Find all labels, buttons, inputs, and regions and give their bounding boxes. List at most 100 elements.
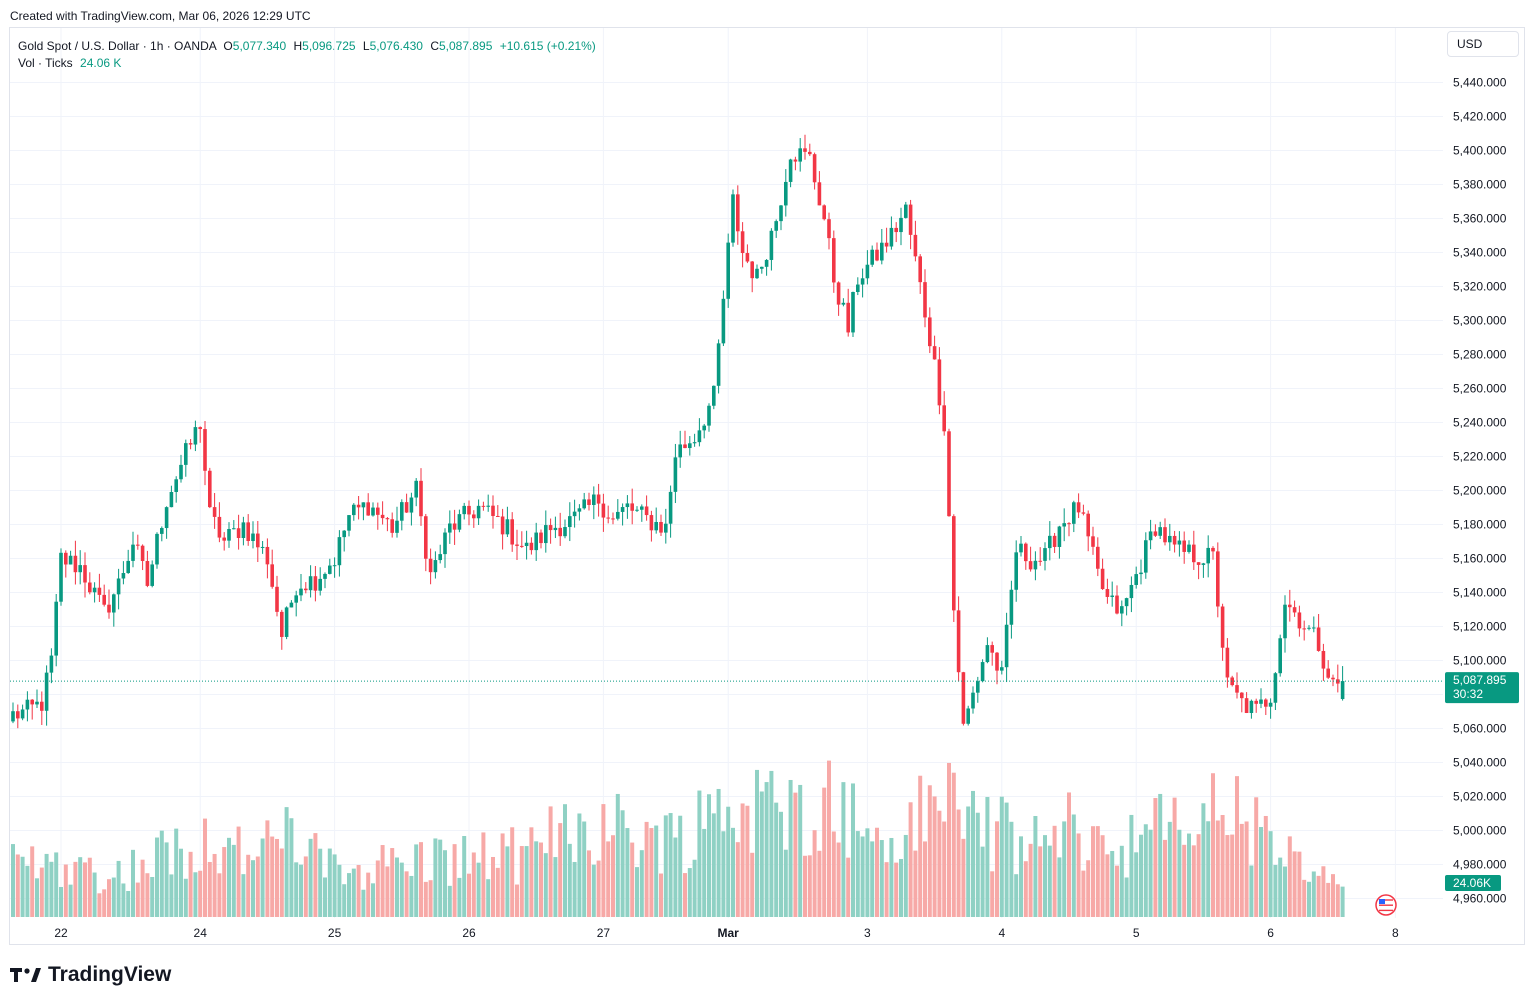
candle[interactable] — [836, 281, 841, 316]
candle[interactable] — [1120, 600, 1124, 627]
candle[interactable] — [558, 512, 562, 546]
candle[interactable] — [563, 519, 567, 539]
us-flag-event-icon[interactable] — [1375, 894, 1397, 916]
candle[interactable] — [587, 492, 591, 511]
candle[interactable] — [64, 550, 68, 578]
candle[interactable] — [1100, 558, 1105, 590]
candle[interactable] — [779, 205, 783, 231]
candle[interactable] — [414, 478, 418, 507]
candle[interactable] — [985, 637, 990, 664]
candle[interactable] — [452, 509, 457, 545]
candle[interactable] — [577, 504, 582, 521]
candle[interactable] — [160, 526, 164, 542]
candle[interactable] — [1014, 540, 1018, 602]
candle[interactable] — [1177, 531, 1182, 557]
candle[interactable] — [366, 493, 370, 516]
candle[interactable] — [486, 494, 490, 512]
candle[interactable] — [1321, 643, 1326, 681]
candle[interactable] — [260, 541, 265, 554]
candle[interactable] — [284, 606, 289, 640]
candle[interactable] — [112, 593, 116, 627]
candle[interactable] — [1033, 551, 1038, 581]
candle[interactable] — [1340, 666, 1345, 701]
candle[interactable] — [865, 250, 870, 285]
candle[interactable] — [678, 430, 682, 468]
candle[interactable] — [1196, 562, 1201, 580]
candle[interactable] — [1038, 547, 1042, 566]
candle[interactable] — [707, 403, 711, 432]
candle[interactable] — [1297, 605, 1302, 637]
candle[interactable] — [611, 512, 615, 525]
candle[interactable] — [1172, 530, 1177, 553]
candle[interactable] — [232, 520, 236, 530]
candle[interactable] — [976, 676, 980, 703]
candle[interactable] — [1048, 521, 1052, 561]
candle[interactable] — [107, 589, 111, 619]
candle[interactable] — [40, 691, 44, 726]
candle[interactable] — [568, 502, 572, 542]
candle[interactable] — [1230, 675, 1234, 687]
candle[interactable] — [280, 609, 284, 650]
candle[interactable] — [1220, 603, 1225, 661]
candle[interactable] — [380, 501, 385, 525]
candle[interactable] — [136, 534, 140, 550]
candle[interactable] — [376, 502, 380, 530]
candle[interactable] — [1129, 576, 1134, 613]
candle[interactable] — [25, 691, 30, 722]
candle[interactable] — [736, 185, 740, 245]
candle[interactable] — [673, 443, 678, 504]
candle[interactable] — [952, 514, 956, 622]
candle[interactable] — [457, 509, 462, 533]
candle[interactable] — [169, 485, 174, 508]
candle[interactable] — [1168, 523, 1172, 551]
candle[interactable] — [1278, 634, 1282, 677]
candle[interactable] — [342, 530, 346, 552]
candle[interactable] — [443, 528, 447, 568]
candle[interactable] — [1115, 585, 1119, 615]
candle[interactable] — [472, 510, 476, 528]
candle[interactable] — [116, 568, 121, 610]
candle[interactable] — [256, 520, 260, 563]
candle[interactable] — [947, 428, 951, 517]
candle[interactable] — [251, 521, 255, 549]
candle[interactable] — [616, 499, 620, 521]
candle[interactable] — [740, 222, 745, 268]
candle[interactable] — [683, 430, 687, 449]
candle[interactable] — [78, 550, 82, 585]
candle[interactable] — [337, 530, 342, 577]
candle[interactable] — [16, 704, 20, 729]
candle[interactable] — [793, 156, 798, 171]
candle[interactable] — [1004, 612, 1009, 683]
candle[interactable] — [899, 207, 903, 246]
candle[interactable] — [841, 298, 846, 307]
candle[interactable] — [572, 499, 577, 528]
candle[interactable] — [1216, 542, 1220, 618]
candle[interactable] — [323, 572, 327, 589]
candle[interactable] — [73, 540, 78, 585]
candle[interactable] — [875, 242, 879, 262]
candle[interactable] — [932, 335, 937, 360]
candle[interactable] — [1336, 664, 1340, 693]
candle[interactable] — [304, 582, 308, 594]
candle[interactable] — [1264, 698, 1268, 716]
candle[interactable] — [918, 254, 922, 294]
candle[interactable] — [1024, 542, 1028, 570]
candle[interactable] — [448, 510, 452, 544]
candle[interactable] — [313, 566, 318, 602]
candle[interactable] — [496, 505, 500, 517]
candle[interactable] — [1072, 500, 1076, 533]
candle[interactable] — [1076, 493, 1081, 519]
candle[interactable] — [265, 538, 270, 579]
candle[interactable] — [179, 454, 183, 483]
candle[interactable] — [462, 502, 466, 520]
candle[interactable] — [236, 514, 241, 550]
candle[interactable] — [20, 704, 25, 721]
candle[interactable] — [961, 671, 966, 726]
candle[interactable] — [529, 537, 534, 555]
candle[interactable] — [928, 307, 932, 354]
currency-button[interactable]: USD — [1447, 31, 1519, 57]
candle[interactable] — [385, 516, 390, 532]
candle[interactable] — [582, 492, 586, 510]
candle[interactable] — [1292, 600, 1297, 617]
candle[interactable] — [524, 530, 529, 560]
